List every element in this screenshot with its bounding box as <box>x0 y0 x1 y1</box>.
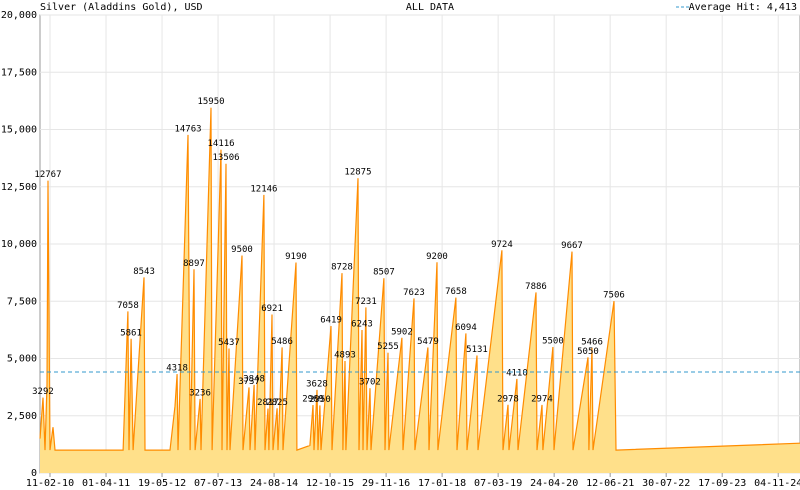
peak-label: 5050 <box>577 347 599 357</box>
peak-label: 13506 <box>212 153 239 163</box>
x-tick-label: 24-04-20 <box>530 478 578 489</box>
y-tick-label: 10,000 <box>1 239 37 250</box>
x-tick-label: 12-10-15 <box>306 478 354 489</box>
peak-label: 7231 <box>355 297 377 307</box>
peak-label: 7506 <box>603 291 625 301</box>
x-tick-label: 30-07-22 <box>642 478 690 489</box>
y-tick-label: 20,000 <box>1 10 37 21</box>
peak-label: 5437 <box>218 338 240 348</box>
peak-label: 3628 <box>306 379 328 389</box>
y-tick-label: 15,000 <box>1 125 37 136</box>
peak-label: 6094 <box>455 323 477 333</box>
y-tick-label: 5,000 <box>7 354 37 365</box>
peak-label: 2978 <box>497 394 519 404</box>
peak-label: 9200 <box>426 252 448 262</box>
peak-label: 4318 <box>166 364 188 374</box>
peak-label: 5861 <box>120 328 142 338</box>
peak-label: 4110 <box>506 368 528 378</box>
peak-label: 3702 <box>359 378 381 388</box>
y-tick-label: 7,500 <box>7 296 37 307</box>
peak-label: 7058 <box>117 301 139 311</box>
peak-label: 5479 <box>417 337 439 347</box>
peak-label: 7623 <box>403 288 425 298</box>
peak-label: 8507 <box>373 268 395 278</box>
peak-label: 7886 <box>525 282 547 292</box>
x-tick-label: 12-06-21 <box>586 478 634 489</box>
peak-label: 5486 <box>271 337 293 347</box>
peak-label: 3292 <box>32 387 54 397</box>
y-tick-label: 12,500 <box>1 182 37 193</box>
peak-label: 6243 <box>351 320 373 330</box>
x-tick-label: 11-02-10 <box>26 478 74 489</box>
area-line <box>39 107 800 451</box>
peak-label: 8728 <box>331 263 353 273</box>
average-legend: Average Hit: 4,413 <box>689 2 797 13</box>
chart-title: Silver (Aladdins Gold), USD <box>40 2 203 13</box>
peak-label: 8543 <box>133 267 155 277</box>
peak-label: 5255 <box>377 342 399 352</box>
peak-label: 2817 <box>257 398 279 408</box>
y-tick-label: 2,500 <box>7 411 37 422</box>
peak-label: 2969 <box>302 395 324 405</box>
peak-label: 5500 <box>542 337 564 347</box>
x-tick-label: 19-05-12 <box>138 478 186 489</box>
peak-label: 8897 <box>183 259 205 269</box>
x-tick-label: 01-04-11 <box>82 478 130 489</box>
chart-subtitle: ALL DATA <box>406 2 454 13</box>
peak-label: 9667 <box>561 241 583 251</box>
peak-label: 3737 <box>238 377 260 387</box>
peak-label: 4893 <box>334 350 356 360</box>
peak-label: 12875 <box>344 168 371 178</box>
peak-label: 5466 <box>581 337 603 347</box>
peak-label: 15950 <box>197 97 224 107</box>
peak-label: 2825 <box>266 398 288 408</box>
y-tick-label: 0 <box>31 468 37 479</box>
x-tick-label: 07-07-13 <box>194 478 242 489</box>
peak-label: 6419 <box>320 316 342 326</box>
peak-label: 12146 <box>250 184 277 194</box>
peak-label: 2950 <box>309 395 331 405</box>
peak-label: 9190 <box>285 252 307 262</box>
area-fill <box>40 107 800 473</box>
peak-label: 7658 <box>445 287 467 297</box>
peak-label: 3848 <box>243 374 265 384</box>
peak-label: 14763 <box>174 124 201 134</box>
x-tick-label: 17-09-23 <box>698 478 746 489</box>
x-tick-label: 04-11-24 <box>754 478 800 489</box>
peak-label: 3236 <box>189 388 211 398</box>
x-tick-label: 29-11-16 <box>362 478 410 489</box>
x-tick-label: 17-01-18 <box>418 478 466 489</box>
y-tick-label: 17,500 <box>1 67 37 78</box>
peak-label: 14116 <box>207 139 234 149</box>
x-tick-label: 07-03-19 <box>474 478 522 489</box>
peak-label: 12767 <box>34 170 61 180</box>
peak-label: 2974 <box>531 394 553 404</box>
x-tick-label: 24-08-14 <box>250 478 298 489</box>
peak-label: 6921 <box>261 304 283 314</box>
peak-label: 9724 <box>491 240 513 250</box>
peak-label: 5902 <box>391 327 413 337</box>
peak-label: 9500 <box>231 245 253 255</box>
peak-label: 5131 <box>466 345 488 355</box>
